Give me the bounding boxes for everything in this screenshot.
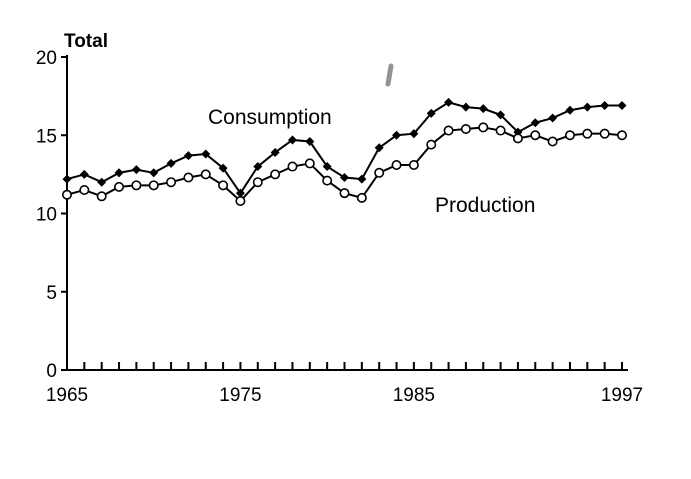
- data-point-production-1970: [148, 180, 159, 191]
- series-label-production: Production: [435, 194, 535, 217]
- data-point-consumption-1966: [79, 169, 89, 179]
- series-label-consumption: Consumption: [208, 106, 332, 129]
- data-point-production-1996: [599, 128, 610, 139]
- data-point-consumption-1987: [444, 97, 454, 107]
- data-point-production-1971: [166, 177, 177, 188]
- y-tick-label-5: 5: [46, 283, 57, 304]
- data-point-consumption-1984: [392, 130, 402, 140]
- data-point-consumption-1982: [357, 174, 367, 184]
- data-point-production-1969: [131, 180, 142, 191]
- data-point-production-1973: [200, 169, 211, 180]
- data-point-consumption-1990: [496, 110, 506, 120]
- data-point-consumption-1997: [617, 101, 627, 111]
- data-point-consumption-1994: [565, 105, 575, 115]
- data-point-consumption-1967: [97, 177, 107, 187]
- data-point-consumption-1980: [322, 162, 332, 172]
- data-point-production-1982: [356, 192, 367, 203]
- x-ticks: 1965 1975 1985 1997: [46, 362, 643, 406]
- data-point-production-1994: [564, 130, 575, 141]
- data-point-consumption-1965: [62, 174, 72, 184]
- data-point-production-1979: [304, 158, 315, 169]
- data-point-production-1972: [183, 172, 194, 183]
- y-tick-label-20: 20: [36, 48, 57, 69]
- data-point-production-1987: [443, 125, 454, 136]
- data-point-consumption-1996: [600, 101, 610, 111]
- y-tick-label-15: 15: [36, 126, 57, 147]
- data-point-production-1975: [235, 195, 246, 206]
- x-tick-label-1975: 1975: [219, 385, 261, 406]
- data-point-production-1978: [287, 161, 298, 172]
- data-point-production-1968: [114, 181, 125, 192]
- data-point-consumption-1969: [131, 165, 141, 175]
- data-point-consumption-1971: [166, 158, 176, 168]
- data-point-production-1997: [616, 130, 627, 141]
- chart-axes: [66, 55, 628, 371]
- data-point-consumption-1989: [478, 104, 488, 114]
- data-point-consumption-1995: [582, 102, 592, 112]
- data-point-consumption-1988: [461, 102, 471, 112]
- y-ticks: 0 5 10 15 20: [36, 48, 67, 382]
- x-tick-label-1965: 1965: [46, 385, 88, 406]
- data-point-production-1976: [252, 177, 263, 188]
- data-point-production-1983: [374, 167, 385, 178]
- data-point-consumption-1993: [548, 113, 558, 123]
- data-point-consumption-1973: [201, 149, 211, 159]
- data-point-consumption-1974: [218, 163, 228, 173]
- data-point-consumption-1981: [339, 172, 350, 183]
- data-point-consumption-1983: [374, 143, 384, 153]
- x-tick-label-1997: 1997: [601, 385, 643, 406]
- y-axis-title: Total: [64, 31, 108, 52]
- data-point-consumption-1970: [149, 168, 159, 178]
- data-point-consumption-1978: [287, 135, 297, 145]
- series-production: [61, 122, 627, 206]
- data-point-consumption-1986: [426, 108, 436, 118]
- data-point-production-1984: [391, 159, 402, 170]
- data-point-consumption-1979: [305, 137, 315, 147]
- y-tick-label-0: 0: [46, 361, 57, 382]
- data-point-production-1988: [460, 123, 471, 134]
- series-consumption: [62, 97, 627, 198]
- y-tick-label-10: 10: [36, 205, 57, 226]
- data-point-production-1986: [426, 139, 437, 150]
- data-point-production-1990: [495, 125, 506, 136]
- data-point-production-1985: [408, 159, 419, 170]
- data-point-consumption-1977: [270, 147, 280, 157]
- series-layer: [61, 97, 627, 206]
- stray-pen-mark: [385, 63, 394, 87]
- data-point-consumption-1968: [114, 168, 124, 178]
- data-point-production-1965: [61, 189, 72, 200]
- data-point-consumption-1976: [253, 162, 263, 172]
- data-point-consumption-1992: [530, 118, 540, 128]
- data-point-production-1966: [79, 185, 90, 196]
- data-point-consumption-1985: [409, 129, 419, 139]
- data-point-production-1967: [96, 191, 107, 202]
- data-point-production-1977: [270, 169, 281, 180]
- data-point-consumption-1972: [183, 151, 193, 161]
- data-point-production-1981: [339, 188, 350, 199]
- data-point-production-1992: [530, 130, 541, 141]
- data-point-production-1991: [512, 133, 523, 144]
- x-tick-label-1985: 1985: [393, 385, 435, 406]
- data-point-production-1989: [478, 122, 489, 133]
- data-point-production-1993: [547, 136, 558, 147]
- data-point-production-1974: [218, 180, 229, 191]
- data-point-production-1995: [582, 128, 593, 139]
- data-point-production-1980: [322, 175, 333, 186]
